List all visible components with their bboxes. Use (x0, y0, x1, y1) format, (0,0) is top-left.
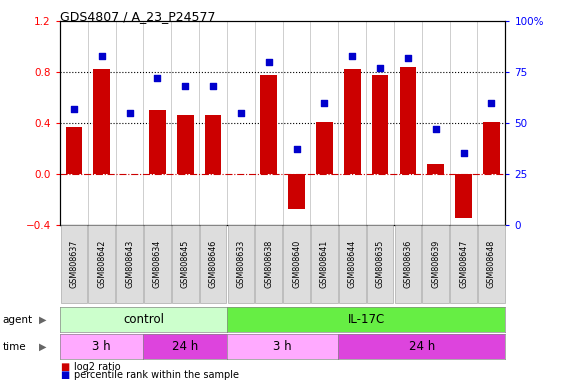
Point (292, 146, 301, 152)
Text: GSM808645: GSM808645 (180, 240, 190, 288)
Point (153, 75, 162, 81)
Text: GSM808637: GSM808637 (69, 240, 78, 288)
Point (431, 126, 440, 132)
Bar (372, 74, 388, 174)
Text: 3 h: 3 h (274, 340, 292, 353)
Text: GSM808639: GSM808639 (431, 240, 440, 288)
Bar (316, 122, 333, 174)
Point (376, 65, 385, 71)
Bar (427, 164, 444, 174)
Text: 24 h: 24 h (409, 340, 435, 353)
Point (69, 106, 78, 112)
Text: GSM808636: GSM808636 (403, 240, 412, 288)
Text: ▶: ▶ (38, 341, 46, 352)
Text: agent: agent (3, 314, 33, 325)
Text: ■: ■ (60, 362, 69, 372)
Text: ▶: ▶ (38, 314, 46, 325)
Text: 24 h: 24 h (172, 340, 198, 353)
Point (348, 53, 357, 59)
Point (403, 55, 412, 61)
Text: GSM808643: GSM808643 (125, 240, 134, 288)
Text: GSM808634: GSM808634 (153, 240, 162, 288)
Text: log2 ratio: log2 ratio (74, 362, 121, 372)
Bar (344, 70, 361, 174)
Bar (400, 67, 416, 174)
Bar (177, 115, 194, 174)
Text: GSM808633: GSM808633 (236, 240, 246, 288)
Text: GSM808647: GSM808647 (459, 240, 468, 288)
Text: time: time (3, 341, 26, 352)
Text: control: control (123, 313, 164, 326)
Text: GSM808642: GSM808642 (97, 240, 106, 288)
Bar (288, 174, 305, 209)
Text: GDS4807 / A_23_P24577: GDS4807 / A_23_P24577 (60, 10, 215, 23)
Point (320, 99, 329, 106)
Text: GSM808644: GSM808644 (348, 240, 357, 288)
Text: GSM808648: GSM808648 (487, 240, 496, 288)
Bar (260, 74, 277, 174)
Text: GSM808646: GSM808646 (208, 240, 218, 288)
Bar (483, 122, 500, 174)
Text: percentile rank within the sample: percentile rank within the sample (74, 370, 239, 380)
Bar (149, 110, 166, 174)
Text: GSM808640: GSM808640 (292, 240, 301, 288)
Point (180, 83, 190, 89)
Text: GSM808635: GSM808635 (376, 240, 385, 288)
Point (264, 59, 274, 65)
Point (208, 83, 218, 89)
Point (97, 53, 106, 59)
Point (459, 151, 468, 157)
Text: GSM808641: GSM808641 (320, 240, 329, 288)
Point (487, 99, 496, 106)
Bar (455, 174, 472, 218)
Text: GSM808638: GSM808638 (264, 240, 274, 288)
Text: IL-17C: IL-17C (348, 313, 385, 326)
Text: 3 h: 3 h (93, 340, 111, 353)
Bar (66, 127, 82, 174)
Text: ■: ■ (60, 370, 69, 380)
Bar (93, 70, 110, 174)
Point (236, 110, 246, 116)
Bar (205, 115, 222, 174)
Point (125, 110, 134, 116)
